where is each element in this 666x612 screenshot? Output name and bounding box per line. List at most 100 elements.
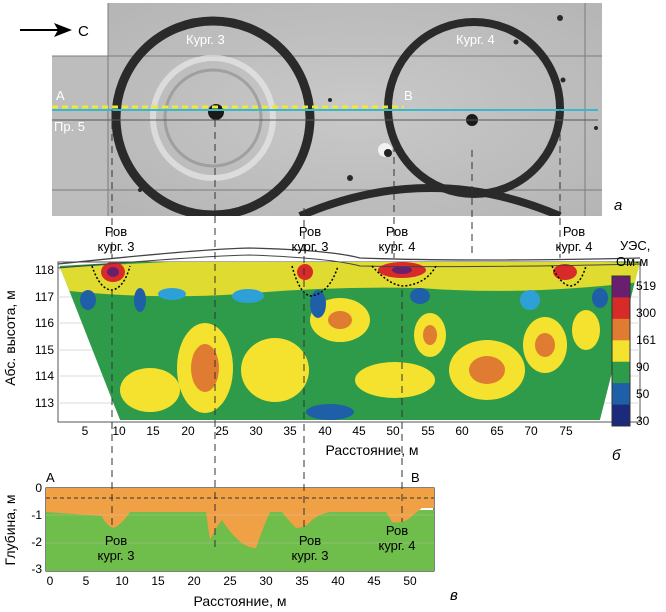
ditch-label-line2: кург. 3: [291, 548, 328, 563]
x-tick: 15: [146, 424, 160, 438]
ditch-label-line2: кург. 4: [378, 538, 415, 553]
panel-a-letter: а: [614, 197, 622, 214]
x-tick: 10: [115, 574, 129, 588]
legend-values: 519 300 161 90 50 30: [636, 279, 656, 428]
x-tick: 40: [331, 574, 345, 588]
x-tick: 35: [295, 574, 309, 588]
section-y-ticks: 118 117 116 115 114 113: [35, 263, 54, 410]
north-arrow: С: [20, 23, 89, 40]
y-tick: 115: [35, 343, 54, 357]
y-tick: 117: [35, 290, 54, 304]
x-tick: 75: [559, 424, 573, 438]
x-tick: 60: [455, 424, 469, 438]
y-tick: 0: [35, 481, 42, 495]
ditch-label-line1: Ров: [299, 533, 321, 548]
resistivity-section-panel: 118 117 116 115 114 113 5 10 15 20 25 30…: [2, 224, 656, 464]
legend-value: 30: [636, 414, 650, 428]
x-tick: 20: [181, 424, 195, 438]
point-a-label: А: [46, 470, 55, 485]
point-a-label: А: [56, 88, 65, 103]
ditch-label-line1: Ров: [386, 523, 408, 538]
magnetic-anomaly-specks: [138, 15, 598, 192]
legend-title-line2: Ом·м: [616, 254, 648, 269]
ditch-label-line2: кург. 4: [555, 239, 592, 254]
section-x-ticks: 5 10 15 20 25 30 35 40 45 50 55 60 65 70…: [82, 424, 573, 438]
panel-b-letter: б: [612, 447, 621, 464]
kurgan3-ring: [111, 16, 315, 216]
legend-value: 50: [636, 387, 650, 401]
legend-swatch: [612, 404, 630, 427]
legend-value: 300: [636, 306, 656, 320]
terrain-line: [57, 247, 641, 265]
x-tick: 45: [367, 574, 381, 588]
y-tick: 116: [35, 316, 54, 330]
correlation-lines: [111, 110, 561, 548]
ditch-label-line1: Ров: [299, 224, 321, 239]
x-tick: 5: [82, 424, 89, 438]
ditch-label-line2: кург. 3: [97, 548, 134, 563]
x-tick: 30: [249, 424, 263, 438]
panel-v-letter: в: [450, 587, 458, 604]
x-tick: 30: [259, 574, 273, 588]
x-tick: 0: [47, 574, 54, 588]
x-tick: 55: [421, 424, 435, 438]
north-arrow-label: С: [78, 23, 89, 40]
y-tick: 118: [35, 263, 54, 277]
legend-value: 519: [636, 279, 656, 293]
x-tick: 40: [318, 424, 332, 438]
legend-frame: [611, 275, 631, 427]
x-tick: 10: [112, 424, 126, 438]
y-tick: -3: [31, 562, 42, 576]
x-tick: 25: [223, 574, 237, 588]
x-tick: 15: [151, 574, 165, 588]
x-tick: 45: [352, 424, 366, 438]
ditch-label-line2: кург. 4: [378, 239, 415, 254]
y-tick: -1: [31, 508, 42, 522]
y-tick: 113: [35, 396, 54, 410]
section-x-label: Расстояние, м: [325, 442, 418, 458]
section-y-label: Абс. высота, м: [2, 290, 18, 386]
x-tick: 50: [386, 424, 400, 438]
depth-grid: [46, 514, 434, 544]
kurgan3-label: Кург. 3: [186, 32, 225, 47]
x-tick: 35: [283, 424, 297, 438]
magnetic-map-panel: С Кург. 3 Кург. 4 А В Пр. 5 а: [20, 3, 622, 216]
legend-colorbar: [611, 275, 631, 427]
x-tick: 70: [524, 424, 538, 438]
y-tick: 114: [35, 369, 54, 383]
x-tick: 25: [215, 424, 229, 438]
ditch-label-line1: Ров: [563, 224, 585, 239]
depth-ditch-labels: Ров кург. 3 Ров кург. 3 Ров кург. 4: [97, 523, 415, 563]
resistivity-legend: УЭС, Ом·м 519 300 161 90 50 30: [611, 238, 656, 428]
legend-value: 161: [636, 333, 656, 347]
resistivity-section: [58, 262, 640, 420]
point-b-label: В: [411, 470, 420, 485]
section-ditch-labels: Ров кург. 3 Ров кург. 3 Ров кург. 4 Ров …: [97, 224, 592, 254]
x-tick: 20: [187, 574, 201, 588]
legend-swatch: [612, 340, 630, 363]
ditch-label-line1: Ров: [105, 533, 127, 548]
ditch-label-line1: Ров: [386, 224, 408, 239]
legend-swatch: [612, 383, 630, 406]
ditch-label-line2: кург. 3: [97, 239, 134, 254]
legend-title-line1: УЭС,: [620, 238, 650, 253]
legend-swatch: [612, 318, 630, 341]
x-tick: 5: [83, 574, 90, 588]
point-b-label: В: [404, 88, 413, 103]
depth-y-label: Глубина, м: [2, 495, 18, 566]
depth-x-ticks: 0 5 10 15 20 25 30 35 40 45 50: [47, 574, 417, 588]
legend-swatch: [612, 361, 630, 384]
x-tick: 65: [490, 424, 504, 438]
legend-swatch: [612, 297, 630, 320]
legend-value: 90: [636, 360, 650, 374]
depth-x-label: Расстояние, м: [193, 593, 286, 609]
upper-layer: [46, 488, 434, 548]
kurgan4-label: Кург. 4: [456, 32, 495, 47]
x-tick: 50: [403, 574, 417, 588]
ditch-label-line1: Ров: [105, 224, 127, 239]
depth-section-panel: 0 -1 -2 -3 0 5 10 15 20 25 30 35 40 45 5…: [2, 470, 458, 609]
y-tick: -2: [31, 535, 42, 549]
legend-swatch: [612, 276, 630, 298]
profile-label: Пр. 5: [54, 119, 85, 134]
depth-y-ticks: 0 -1 -2 -3: [31, 481, 42, 576]
